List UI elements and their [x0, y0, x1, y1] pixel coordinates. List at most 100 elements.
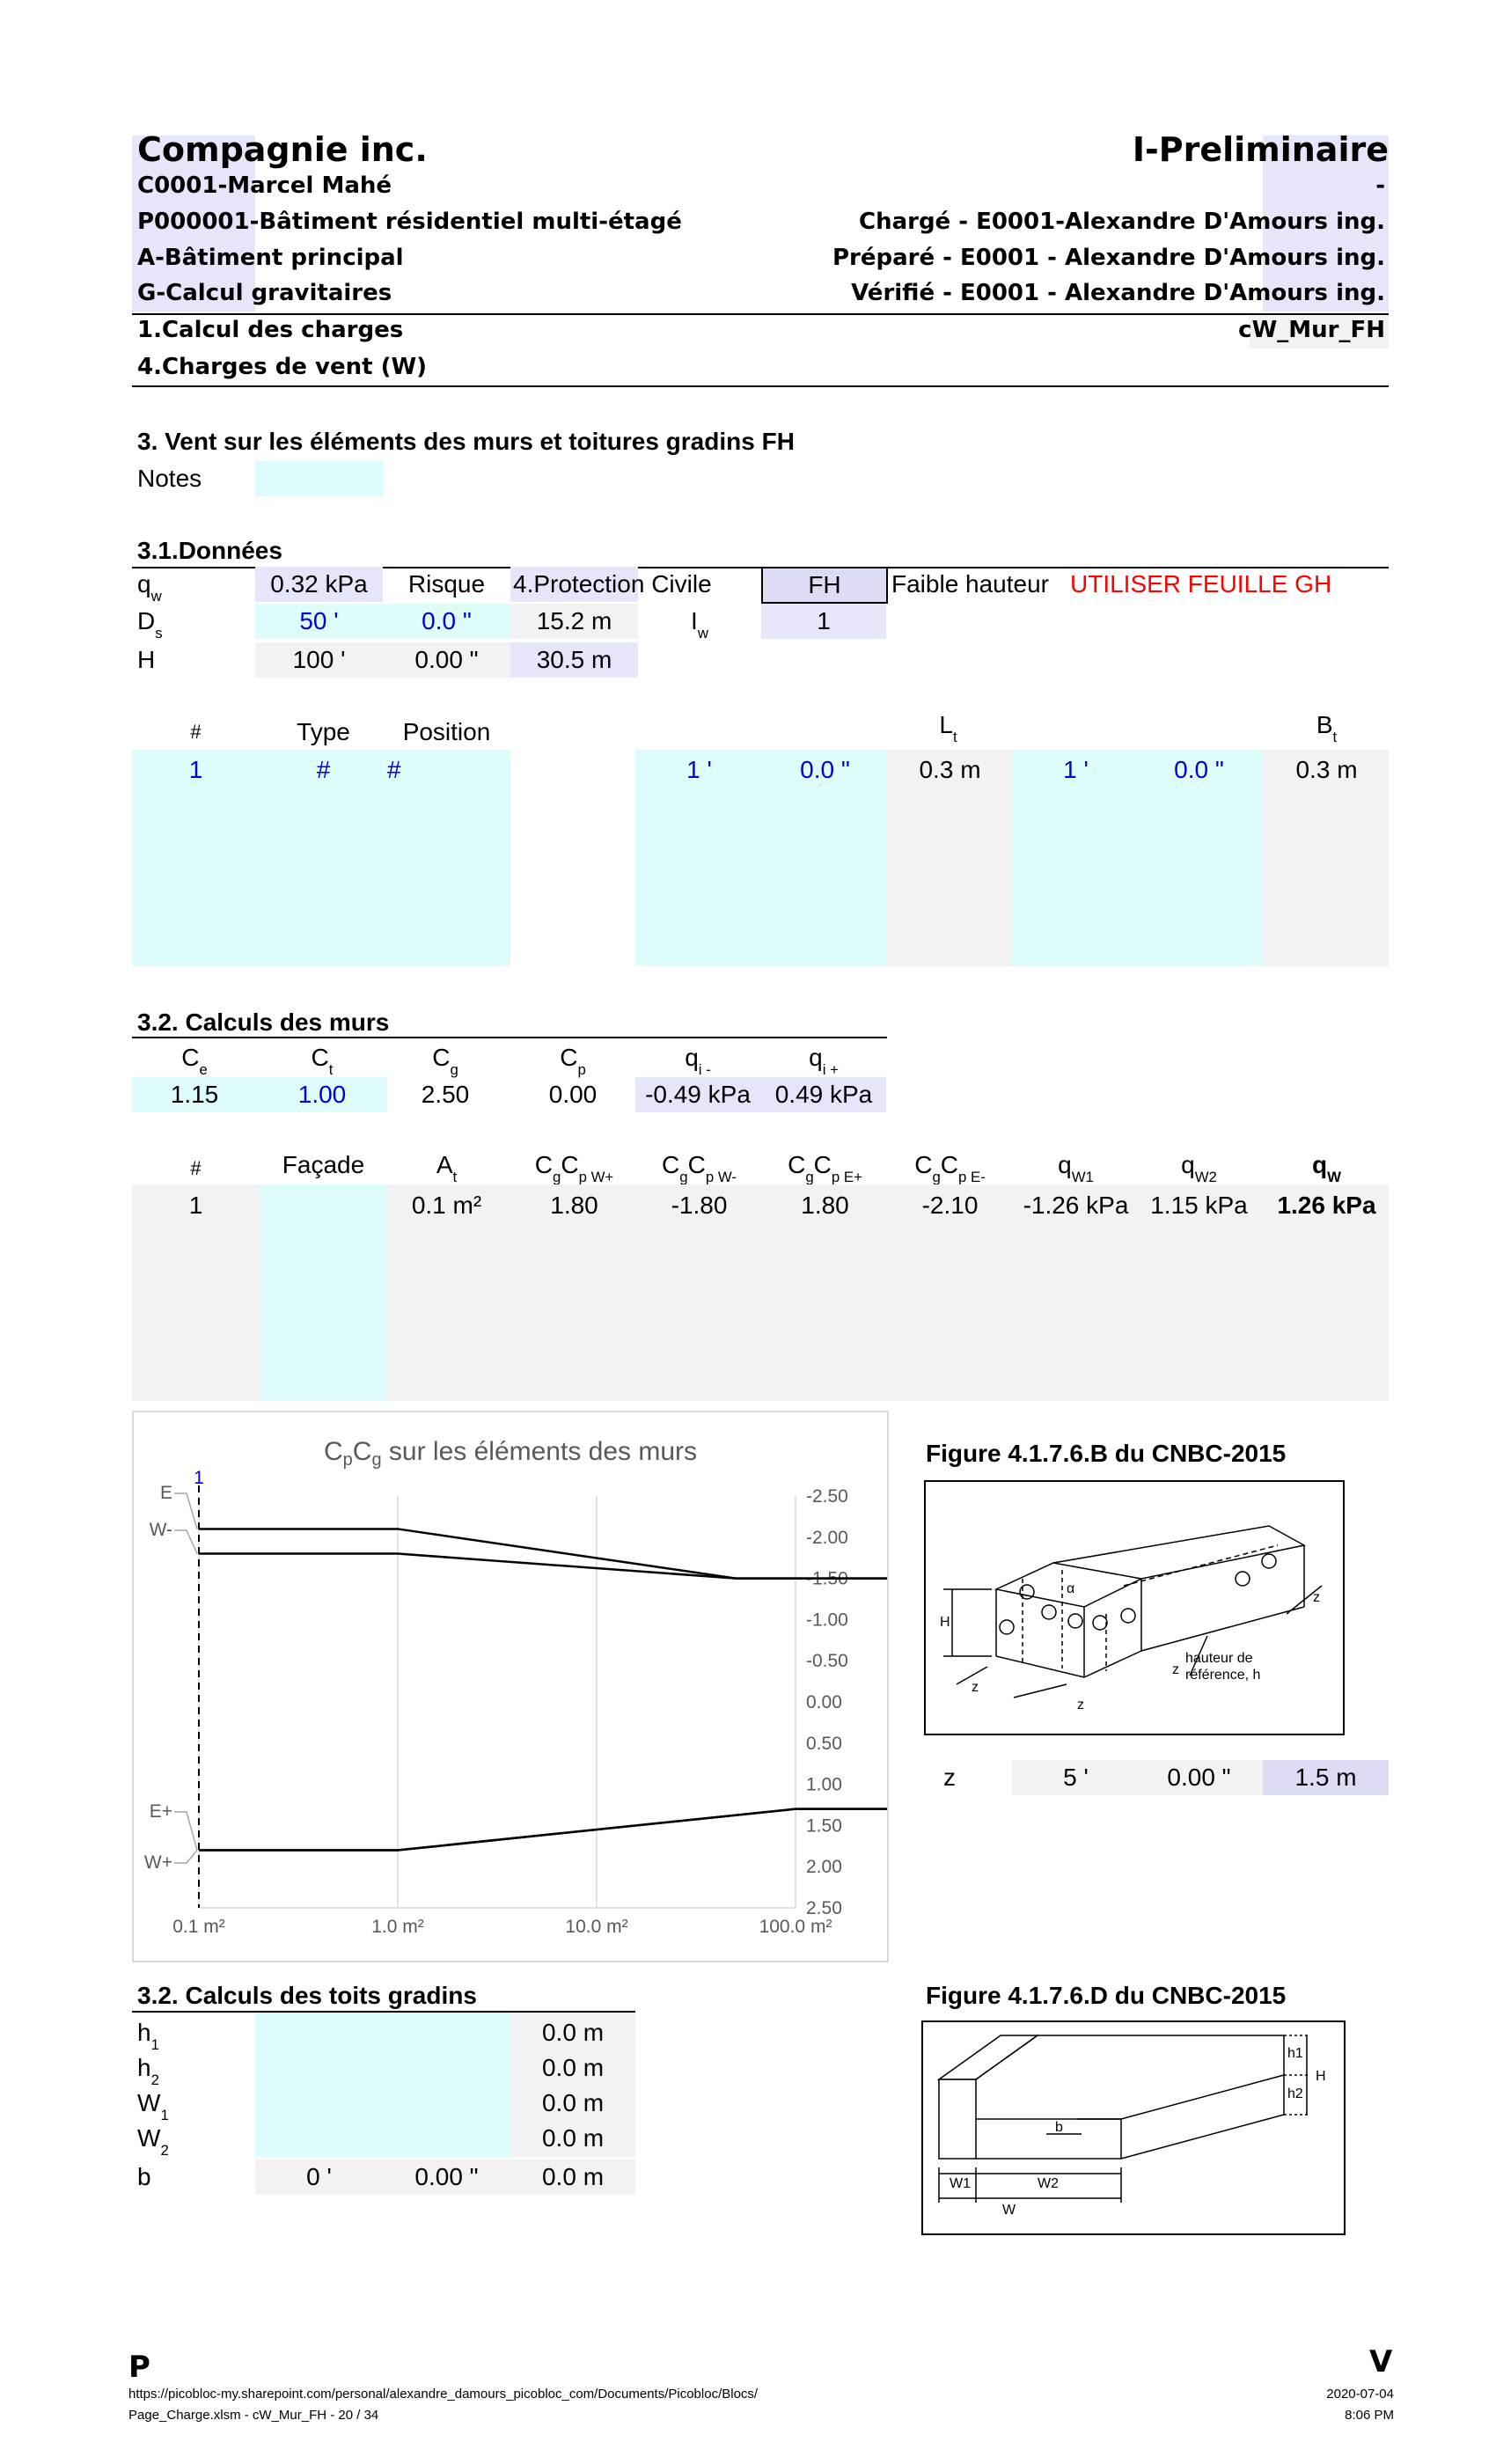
coef-header-ct: Ct	[311, 1044, 334, 1078]
table-row-position[interactable]: #	[387, 756, 401, 783]
col-header-qw: qW2	[1181, 1151, 1217, 1185]
table-cell[interactable]	[260, 1188, 387, 1223]
col-header-facade: Façade	[282, 1151, 365, 1178]
murs-heading: 3.2. Calculs des murs	[137, 1008, 390, 1036]
svg-text:z: z	[1077, 1698, 1084, 1712]
table-cell: 0.1 m²	[411, 1192, 482, 1219]
svg-text:W1: W1	[950, 2176, 971, 2191]
table-row-type[interactable]: #	[316, 756, 331, 783]
col-header-at: At	[436, 1151, 458, 1185]
col-header-lt: Lt	[939, 711, 957, 745]
y-tick-label: 2.50	[806, 1898, 842, 1918]
footer-url[interactable]: https://picobloc-my.sharepoint.com/perso…	[128, 2387, 759, 2402]
prepared: Préparé - E0001 - Alexandre D'Amours ing…	[832, 245, 1385, 271]
company-name: Compagnie inc.	[137, 130, 428, 169]
y-tick-label: -2.00	[806, 1528, 848, 1548]
building: A-Bâtiment principal	[137, 245, 404, 271]
svg-text:z: z	[1313, 1590, 1320, 1605]
table-cell: 1	[188, 1192, 203, 1219]
bt-inches[interactable]: 0.0 "	[1174, 756, 1224, 783]
qw-label: qw	[137, 570, 162, 605]
svg-text:h2: h2	[1287, 2086, 1303, 2101]
col-header-qw: qW1	[1058, 1151, 1094, 1185]
svg-text:H: H	[940, 1615, 950, 1630]
toit-label: h2	[137, 2054, 159, 2088]
footer-file: Page_Charge.xlsm - cW_Mur_FH - 20 / 34	[128, 2408, 379, 2423]
coef-value-qi-minus: -0.49 kPa	[645, 1081, 751, 1108]
svg-text:H: H	[1316, 2069, 1326, 2084]
svg-text:z: z	[1172, 1662, 1179, 1677]
toit-label: W2	[137, 2124, 169, 2159]
coef-value-ct[interactable]: 1.00	[297, 1081, 347, 1108]
col-header-type: Type	[297, 718, 350, 745]
warning-text: UTILISER FEUILLE GH	[1070, 570, 1332, 598]
table-cell: 1.80	[801, 1192, 849, 1219]
divider	[132, 1037, 887, 1038]
ds-feet-input[interactable]: 50 '	[255, 604, 383, 639]
coef-header-cg: Cg	[432, 1044, 458, 1078]
series-line-W+	[199, 1808, 935, 1852]
series-label: W+	[144, 1852, 172, 1873]
y-tick-label: -2.50	[806, 1486, 848, 1507]
series-label: W-	[150, 1520, 172, 1540]
table-cell: -1.80	[671, 1192, 728, 1219]
b-inches: 0.00 "	[383, 2160, 510, 2195]
footer-logo-right: V	[1369, 2344, 1393, 2380]
toit-value: 0.0 m	[541, 2054, 605, 2081]
charge: Chargé - E0001-Alexandre D'Amours ing.	[858, 209, 1385, 235]
coef-value-cg: 2.50	[421, 1081, 470, 1108]
lt-inches[interactable]: 0.0 "	[800, 756, 850, 783]
y-tick-label: -0.50	[806, 1651, 848, 1671]
y-tick-label: 0.50	[806, 1734, 842, 1754]
toit-label: W1	[137, 2089, 169, 2123]
coef-header-cp: Cp	[560, 1044, 586, 1078]
h-metres: 30.5 m	[510, 642, 638, 678]
z-feet: 5 '	[1012, 1760, 1140, 1795]
iw-value: 1	[761, 604, 886, 639]
h-feet: 100 '	[255, 642, 383, 678]
b-label: b	[137, 2163, 151, 2190]
y-tick-label: 2.00	[806, 1857, 842, 1877]
svg-text:z: z	[972, 1680, 979, 1695]
chart-svg: CpCg sur les éléments des murs 0.1 m² 1.0 …	[144, 1437, 935, 1937]
svg-text:α: α	[1067, 1581, 1074, 1596]
divider	[132, 313, 1389, 315]
footer-time: 8:06 PM	[1345, 2408, 1394, 2423]
marker-label: 1	[194, 1468, 204, 1488]
toit-label: h1	[137, 2019, 159, 2053]
col-header-cgcp: CgCp W-	[662, 1151, 737, 1185]
ds-inch-input[interactable]: 0.0 "	[383, 604, 510, 639]
h-inches: 0.00 "	[383, 642, 510, 678]
series-leader	[174, 1850, 198, 1864]
fig-b-caption: Figure 4.1.7.6.B du CNBC-2015	[926, 1440, 1287, 1467]
x-tick-label: 1.0 m²	[371, 1917, 424, 1937]
notes-label: Notes	[137, 465, 202, 492]
bt-metres: 0.3 m	[1295, 756, 1358, 783]
project: P000001-Bâtiment résidentiel multi-étagé	[137, 209, 682, 235]
series-label: E+	[150, 1801, 172, 1822]
sheet-name: cW_Mur_FH	[1238, 317, 1385, 343]
series-leader	[174, 1492, 198, 1529]
table-cell: -1.26 kPa	[1023, 1192, 1129, 1219]
x-tick-label: 10.0 m²	[565, 1917, 627, 1937]
fh-cell[interactable]: FH	[761, 567, 888, 604]
bt-feet[interactable]: 1 '	[1063, 756, 1089, 783]
col-header-qw: qW	[1312, 1151, 1341, 1185]
col-header-cgcp: CgCp W+	[534, 1151, 614, 1185]
table-row-num[interactable]: 1	[188, 756, 203, 783]
notes-field[interactable]	[255, 461, 383, 496]
toit-value: 0.0 m	[541, 2089, 605, 2116]
lt-feet[interactable]: 1 '	[686, 756, 712, 783]
chart-title: CpCg sur les éléments des murs	[324, 1437, 697, 1470]
risque-select[interactable]: 4.Protection Civile	[510, 567, 712, 602]
fig-b-image: H α hauteur de référence, h z z z z	[924, 1480, 1345, 1735]
table-cell: -2.10	[921, 1192, 979, 1219]
y-tick-label: 1.50	[806, 1815, 842, 1836]
col-header-position: Position	[402, 718, 491, 745]
cpcg-chart: CpCg sur les éléments des murs 0.1 m² 1.0 …	[132, 1411, 935, 1962]
coef-header-ce: Ce	[181, 1044, 208, 1078]
series-leader	[174, 1529, 198, 1554]
faible-hauteur: Faible hauteur	[891, 570, 1050, 598]
status: I-Preliminaire	[1132, 130, 1389, 169]
donnees-heading: 3.1.Données	[137, 537, 282, 564]
